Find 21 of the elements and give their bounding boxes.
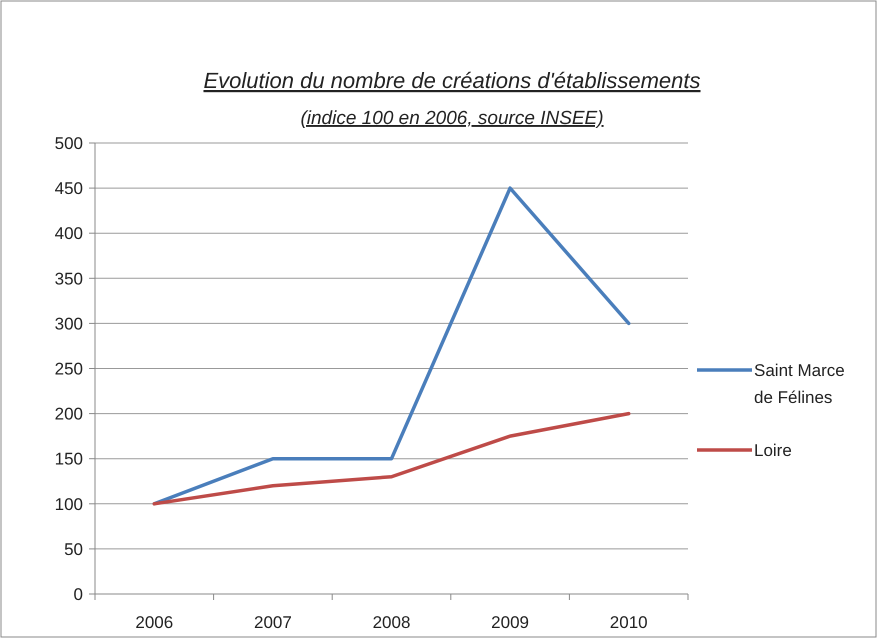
x-tick-label: 2008: [372, 613, 410, 632]
legend-label: Saint Marce de Félines: [754, 360, 845, 407]
x-tick-label: 2010: [610, 613, 648, 632]
y-tick-label: 450: [54, 179, 83, 198]
y-tick-label: 150: [54, 450, 83, 469]
y-tick-label: 350: [54, 269, 83, 288]
y-tick-label: 500: [54, 134, 83, 153]
y-tick-label: 300: [54, 314, 83, 334]
y-tick-label: 0: [74, 584, 83, 604]
chart-subtitle: (indice 100 en 2006, source INSEE): [300, 108, 604, 129]
x-tick-label: 2006: [135, 613, 174, 632]
chart-title: Evolution du nombre de créations d'établissements: [203, 68, 701, 93]
y-tick-label: 100: [54, 494, 83, 514]
y-tick-label: 50: [64, 540, 83, 559]
legend-label: Loire: [754, 440, 792, 460]
x-tick-label: 2007: [254, 613, 292, 632]
line-series: [152, 412, 630, 506]
y-tick-label: 400: [54, 224, 83, 244]
x-tick-label: 2009: [491, 613, 530, 632]
y-tick-label: 200: [54, 404, 83, 424]
y-tick-label: 250: [54, 359, 83, 378]
